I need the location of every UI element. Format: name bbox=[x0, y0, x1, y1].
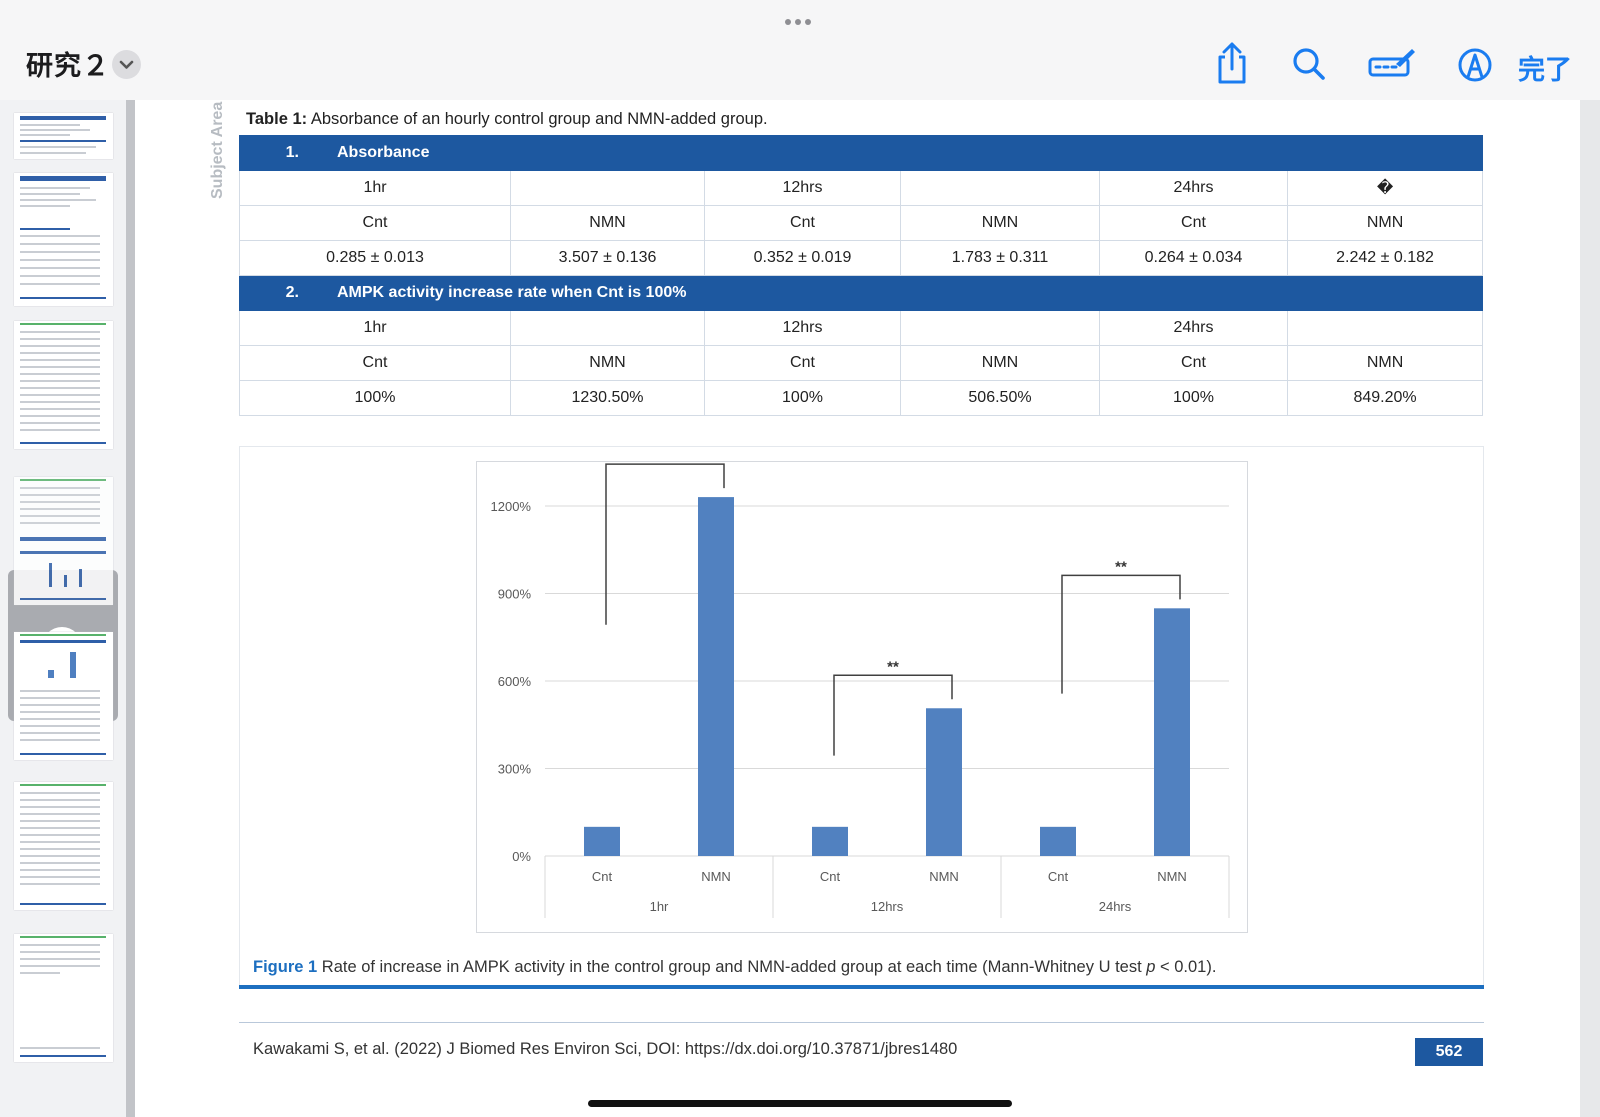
subject-area-label: Subject Area bbox=[209, 101, 226, 199]
page-thumbnail-7[interactable] bbox=[14, 934, 113, 1062]
window-grabber-icon[interactable] bbox=[785, 12, 815, 25]
document-title[interactable]: 研究２ bbox=[26, 51, 110, 81]
page-thumbnail-1[interactable] bbox=[14, 113, 113, 159]
home-indicator[interactable] bbox=[588, 1100, 1012, 1107]
table-row: 100% 1230.50% 100% 506.50% 100% 849.20% bbox=[239, 380, 1484, 416]
y-tick-label: 0% bbox=[512, 849, 531, 864]
page-thumbnail-4[interactable] bbox=[14, 477, 113, 605]
citation[interactable]: Kawakami S, et al. (2022) J Biomed Res E… bbox=[253, 1040, 958, 1058]
figure-caption: Figure 1 Rate of increase in AMPK activi… bbox=[253, 958, 1216, 977]
x-group-label: 24hrs bbox=[1099, 899, 1132, 914]
table-caption: Table 1: Absorbance of an hourly control… bbox=[246, 110, 768, 129]
bar bbox=[1154, 608, 1190, 856]
absorbance-table: 1. Absorbance 1hr 12hrs 24hrs � Cnt NMN Cnt N… bbox=[238, 135, 1484, 416]
table-row: 1hr 12hrs 24hrs � bbox=[239, 170, 1484, 206]
chevron-down-icon[interactable] bbox=[112, 50, 141, 79]
y-tick-label: 900% bbox=[498, 587, 532, 602]
bar bbox=[926, 708, 962, 856]
table-row: 1hr 12hrs 24hrs bbox=[239, 310, 1484, 346]
footer-divider bbox=[239, 1022, 1484, 1023]
page-thumbnail-3[interactable] bbox=[14, 321, 113, 449]
y-tick-label: 1200% bbox=[491, 499, 532, 514]
table-section-header: 2. AMPK activity increase rate when Cnt i… bbox=[238, 275, 1484, 311]
figure-caption-text: Rate of increase in AMPK activity in the… bbox=[317, 958, 1147, 976]
y-tick-label: 600% bbox=[498, 674, 532, 689]
figure-caption-label: Figure 1 bbox=[253, 958, 318, 976]
markup-icon[interactable] bbox=[1366, 40, 1415, 88]
table-row: Cnt NMN Cnt NMN Cnt NMN bbox=[239, 205, 1484, 241]
page-thumbnail-6[interactable] bbox=[14, 782, 113, 910]
x-tick-label: NMN bbox=[929, 869, 959, 884]
search-icon[interactable] bbox=[1286, 40, 1334, 88]
page-thumbnail-sidebar: ••• bbox=[0, 100, 128, 1117]
bar bbox=[1040, 826, 1076, 856]
significance-label: ** bbox=[887, 658, 899, 675]
significance-bracket bbox=[833, 674, 953, 756]
significance-label: ** bbox=[1115, 558, 1127, 575]
pencil-tip-icon[interactable] bbox=[1451, 40, 1499, 88]
table-caption-label: Table 1: bbox=[246, 110, 308, 128]
share-icon[interactable] bbox=[1208, 40, 1256, 88]
y-tick-label: 300% bbox=[498, 762, 532, 777]
figure-divider bbox=[239, 985, 1484, 989]
figure-frame bbox=[239, 446, 1484, 987]
bar bbox=[698, 497, 734, 856]
table-row: 0.285 ± 0.013 3.507 ± 0.136 0.352 ± 0.019 … bbox=[239, 240, 1484, 276]
significance-bracket bbox=[1061, 574, 1181, 694]
toolbar: 研究２ 完了 bbox=[0, 0, 1600, 101]
significance-bracket bbox=[605, 463, 725, 625]
x-tick-label: NMN bbox=[701, 869, 731, 884]
page-thumbnail-2[interactable] bbox=[14, 173, 113, 306]
figure-caption-end: < 0.01). bbox=[1155, 958, 1217, 976]
chart-svg: 0% 300% 600% 900% 1200% Cnt NMN Cnt NMN Cnt NMN 1hr… bbox=[491, 463, 1230, 918]
done-button[interactable]: 完了 bbox=[1518, 55, 1572, 85]
figure-caption-p: p bbox=[1146, 958, 1156, 976]
table-section-header: 1. Absorbance bbox=[238, 135, 1484, 171]
x-tick-label: Cnt bbox=[1048, 869, 1069, 884]
bar bbox=[584, 826, 620, 856]
sidebar-divider bbox=[126, 100, 135, 1117]
table-caption-text: Absorbance of an hourly control group an… bbox=[307, 110, 768, 128]
bar bbox=[812, 826, 848, 856]
ampk-bar-chart: 0% 300% 600% 900% 1200% Cnt NMN Cnt NMN Cnt NMN 1hr… bbox=[476, 461, 1248, 933]
page-edge bbox=[1580, 100, 1600, 1117]
x-tick-label: NMN bbox=[1157, 869, 1187, 884]
x-group-label: 1hr bbox=[650, 899, 669, 914]
table-row: Cnt NMN Cnt NMN Cnt NMN bbox=[239, 345, 1484, 381]
x-tick-label: Cnt bbox=[820, 869, 841, 884]
x-tick-label: Cnt bbox=[592, 869, 613, 884]
page-thumbnail-5[interactable] bbox=[14, 632, 113, 760]
page-number-badge: 562 bbox=[1415, 1038, 1483, 1066]
x-group-label: 12hrs bbox=[871, 899, 904, 914]
